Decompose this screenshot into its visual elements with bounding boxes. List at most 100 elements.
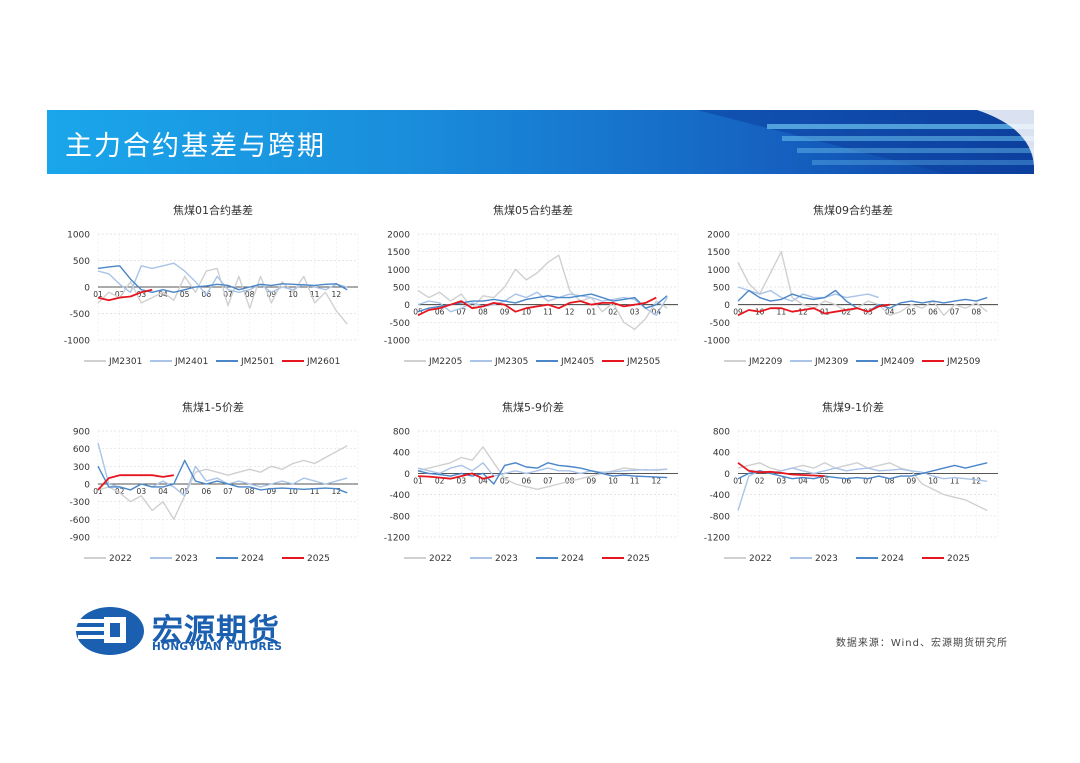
x-tick-label: 12 [798,308,808,317]
y-tick-label: 2000 [387,231,410,241]
series-line-2025 [417,472,495,480]
series-line-2022 [737,462,988,512]
series-line-JM2601 [97,288,153,302]
x-tick-label: 03 [137,487,147,496]
x-tick-label: 08 [478,308,488,317]
x-tick-label: 07 [950,308,960,317]
x-tick-label: 07 [457,308,467,317]
y-tick-label: 0 [84,284,90,294]
x-tick-label: 11 [310,290,320,299]
x-tick-label: 09 [500,308,510,317]
x-tick-label: 12 [332,487,342,496]
x-tick-label: 04 [158,290,168,299]
x-tick-label: 06 [202,487,212,496]
series-line-2025 [97,474,174,491]
y-tick-label: -900 [70,534,91,544]
x-tick-label: 05 [180,290,190,299]
legend-label: JM2305 [494,357,528,367]
series-line-2024 [417,462,668,485]
y-tick-label: -400 [390,491,411,501]
x-tick-label: 04 [798,476,808,485]
legend-label: JM2405 [560,357,594,367]
y-tick-label: -500 [710,319,731,329]
x-tick-label: 08 [972,308,982,317]
data-source-note: 数据来源：Wind、宏源期货研究所 [835,638,1008,649]
y-tick-label: 1000 [707,266,730,276]
x-tick-label: 07 [223,290,233,299]
y-tick-label: 400 [713,449,730,459]
x-tick-label: 03 [137,290,147,299]
legend-label: JM2501 [240,357,274,367]
x-tick-label: 07 [223,487,233,496]
chart-jm09-basis: 焦煤09合约基差 -1000 -500 0 500 1000 1500 2000 09 10 11 1… [680,198,1010,388]
x-tick-label: 08 [245,487,255,496]
legend-label: 2023 [815,554,838,564]
x-tick-label: 02 [435,476,445,485]
x-tick-label: 06 [842,476,852,485]
title-banner: 主力合约基差与跨期 [47,110,1034,174]
y-tick-label: 1500 [387,248,410,258]
y-tick-label: 400 [393,449,410,459]
y-tick-label: 0 [724,301,730,311]
x-tick-label: 12 [652,476,662,485]
series-line-JM2509 [737,303,890,317]
x-tick-label: 10 [288,290,298,299]
legend-label: JM2409 [880,357,915,367]
x-tick-label: 11 [630,476,640,485]
x-tick-label: 11 [310,487,320,496]
logo-name-cn: 宏源期货 [152,613,280,649]
y-tick-label: -300 [70,498,91,508]
y-tick-label: -1200 [704,534,730,544]
x-tick-label: 10 [288,487,298,496]
series-line-2022 [417,446,668,490]
y-tick-label: 800 [393,428,410,438]
legend-label: 2024 [241,554,264,564]
y-tick-label: 0 [404,470,410,480]
chart-svg: 焦煤5-9价差 -1200 -800 -400 0 400 800 01 02 03 04 05 06 0… [384,400,679,564]
y-tick-label: 0 [724,470,730,480]
series-line-JM2301 [97,267,348,325]
x-tick-label: 04 [652,308,662,317]
legend-label: JM2509 [946,357,981,367]
x-tick-label: 12 [332,290,342,299]
x-tick-label: 04 [885,308,895,317]
chart-jm05-basis: 焦煤05合约基差 -1000 -500 0 500 1000 1500 2000 05 06 07 0… [360,198,690,388]
y-tick-label: -600 [70,516,91,526]
x-tick-label: 01 [93,290,103,299]
y-tick-label: -500 [390,319,411,329]
x-tick-label: 05 [180,487,190,496]
y-tick-label: -1000 [384,337,410,347]
y-tick-label: 1500 [707,248,730,258]
x-tick-label: 05 [820,476,830,485]
series-line-2023 [737,467,988,511]
x-tick-label: 03 [630,308,640,317]
legend-label: JM2205 [428,357,462,367]
y-tick-label: -1000 [64,337,90,347]
series-line-2022 [97,445,348,520]
x-tick-label: 02 [755,476,765,485]
legend-label: 2024 [881,554,904,564]
x-tick-label: 11 [543,308,553,317]
legend-label: 2025 [307,554,330,564]
x-tick-label: 01 [820,308,830,317]
x-tick-label: 06 [435,308,445,317]
x-tick-label: 06 [928,308,938,317]
x-tick-label: 05 [500,476,510,485]
x-tick-label: 02 [115,487,125,496]
chart-title: 焦煤5-9价差 [502,400,564,414]
x-tick-label: 08 [885,476,895,485]
legend-label: 2022 [749,554,772,564]
x-tick-label: 09 [267,290,277,299]
series-line-JM2209 [737,251,988,316]
x-tick-label: 07 [543,476,553,485]
chart-svg: 焦煤9-1价差 -1200 -800 -400 0 400 800 01 02 03 04 05 06 0… [704,400,999,564]
legend-label: JM2209 [748,357,783,367]
chart-title: 焦煤9-1价差 [822,400,884,414]
series-line-JM2205 [417,254,668,331]
chart-jm-5-9-spread: 焦煤5-9价差 -1200 -800 -400 0 400 800 01 02 03 04 05 06 0… [360,395,690,585]
series-line-2024 [737,462,988,480]
x-tick-label: 02 [608,308,618,317]
chart-jm-9-1-spread: 焦煤9-1价差 -1200 -800 -400 0 400 800 01 02 03 04 05 06 0… [680,395,1010,585]
y-tick-label: 900 [73,428,90,438]
x-tick-label: 01 [587,308,597,317]
